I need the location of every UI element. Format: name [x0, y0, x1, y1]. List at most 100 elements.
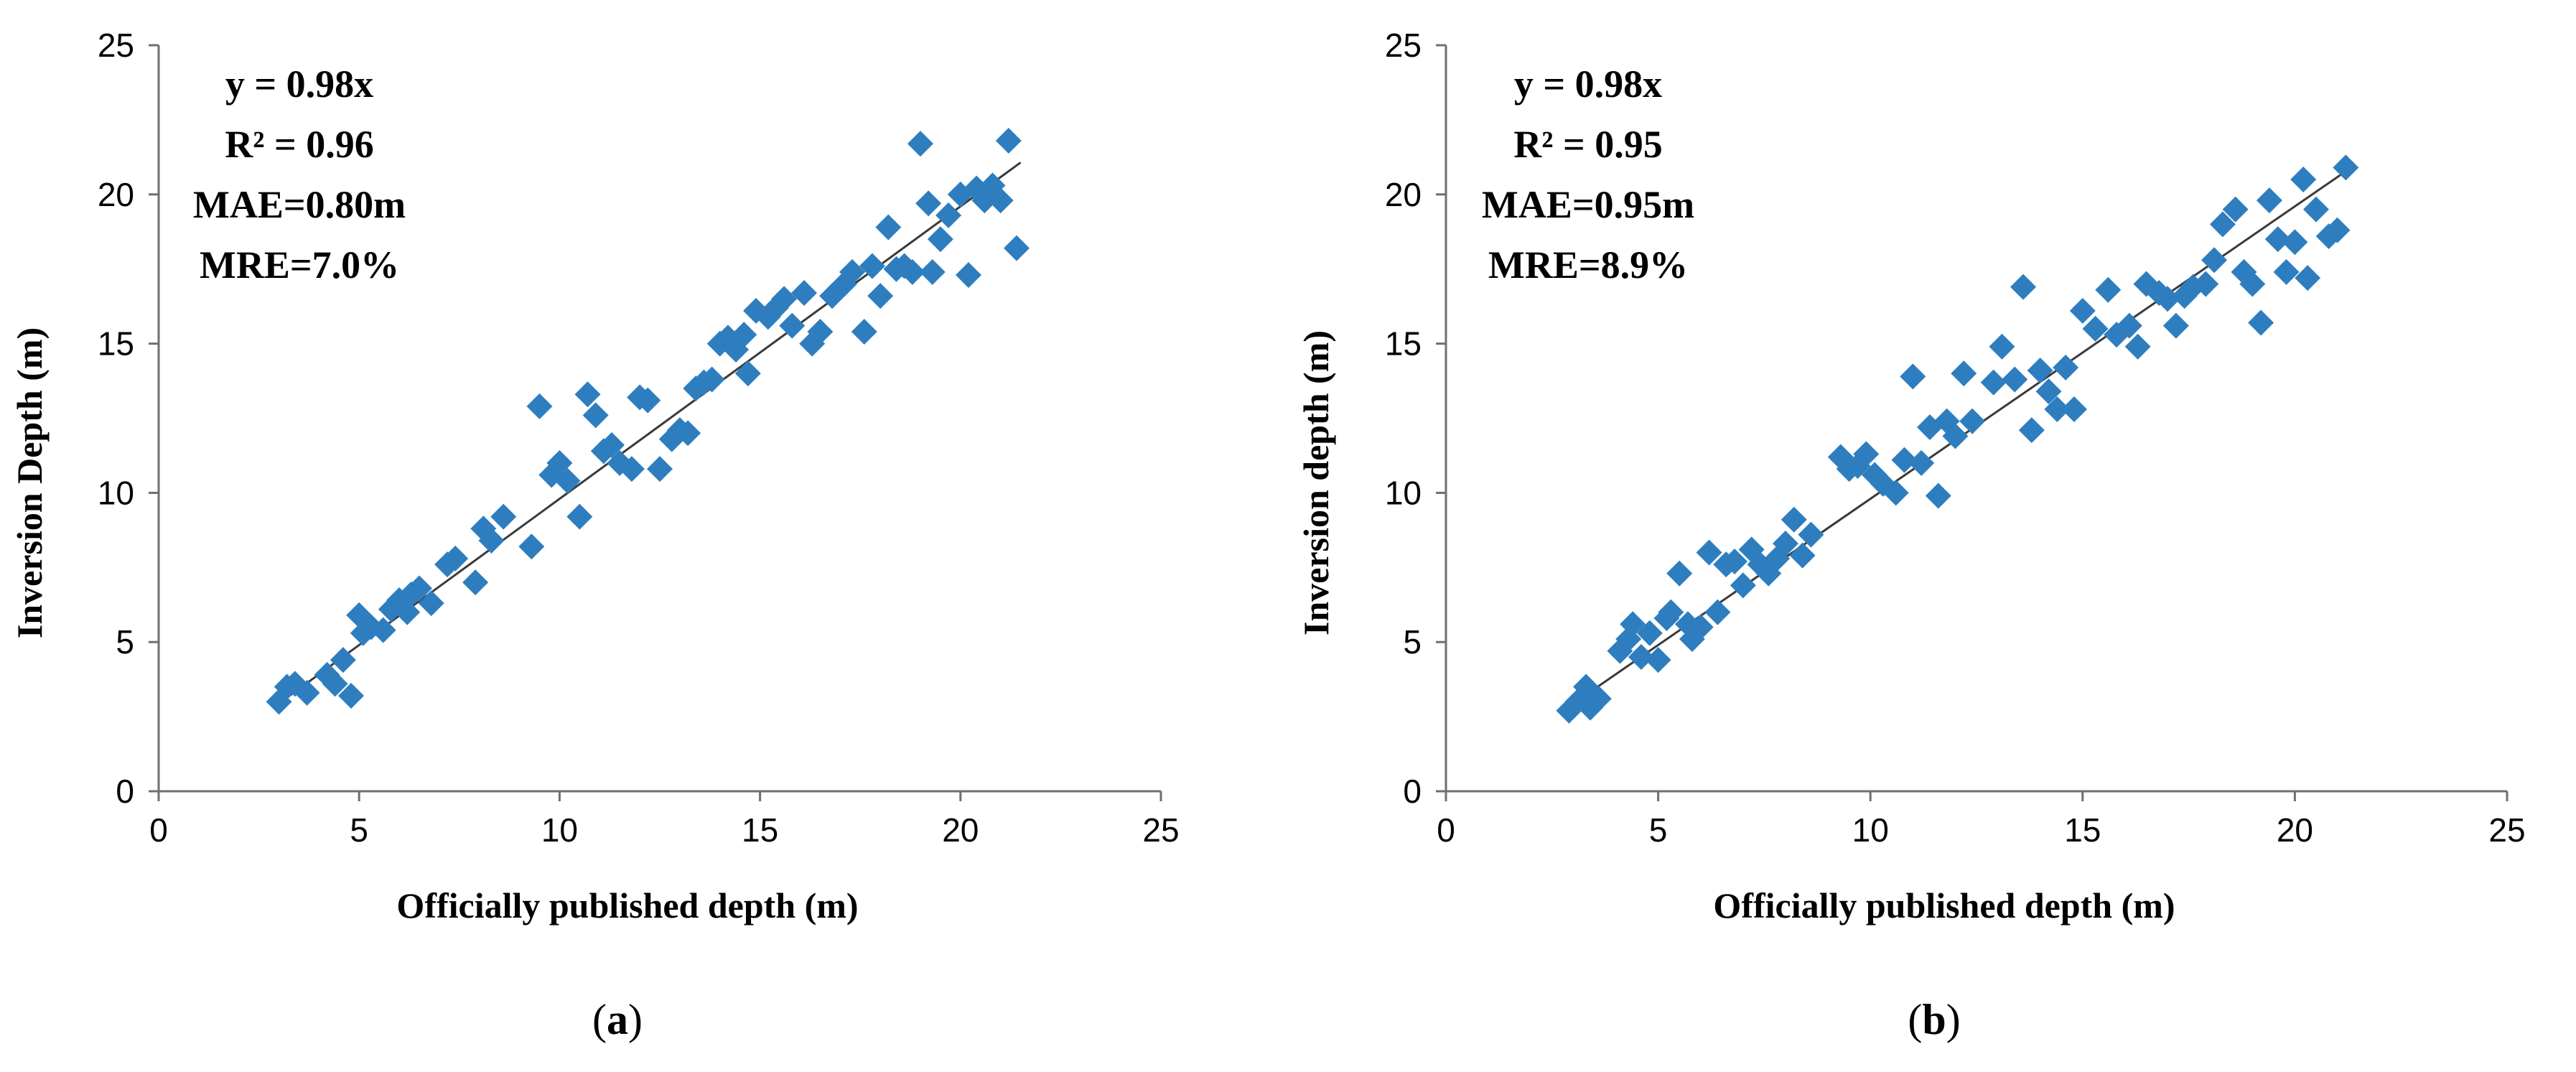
data-point-a: [919, 258, 946, 285]
data-point-a: [518, 533, 545, 560]
data-point-a: [490, 503, 517, 530]
chart-panel-b: 0 5 10 15 20 25 0 5 10 15 20 25 Officially published…: [1296, 27, 2526, 1043]
data-point-a: [851, 318, 877, 345]
data-point-a: [554, 467, 581, 494]
x-tick-label-a: 20: [942, 811, 979, 849]
data-point-a: [1003, 235, 1030, 261]
y-tick-label-b: 20: [1385, 176, 1422, 213]
data-point-b: [1636, 620, 1663, 646]
data-point-b: [1666, 560, 1693, 587]
x-tick-label-b: 15: [2064, 811, 2101, 849]
data-point-a: [867, 283, 894, 309]
data-point-b: [1900, 363, 1926, 390]
data-point-b: [2248, 309, 2274, 336]
data-point-b: [1942, 423, 1969, 449]
data-point-b: [2082, 315, 2109, 342]
y-tick-label-b: 5: [1403, 623, 1422, 661]
data-point-b: [1620, 611, 1646, 638]
y-tick-label-b: 25: [1385, 27, 1422, 64]
data-point-b: [1789, 542, 1816, 569]
data-point-a: [370, 617, 396, 643]
data-point-b: [2333, 154, 2359, 181]
x-tick-label-b: 20: [2277, 811, 2313, 849]
data-point-a: [478, 527, 505, 554]
panel-label-a: (a): [592, 996, 643, 1043]
x-tick-label-b: 25: [2488, 811, 2525, 849]
data-point-a: [807, 318, 834, 345]
data-point-b: [1980, 369, 2007, 396]
data-point-a: [618, 456, 645, 483]
data-point-a: [875, 214, 902, 241]
x-tick-label-b: 5: [1649, 811, 1668, 849]
data-point-b: [1925, 483, 1951, 509]
data-point-a: [322, 671, 348, 697]
data-point-b: [1891, 447, 1918, 473]
data-point-b: [2256, 187, 2282, 214]
y-tick-label-a: 10: [98, 474, 134, 511]
data-point-b: [1772, 531, 1798, 557]
y-tick-label-a: 25: [98, 27, 134, 64]
chart-panel-a: 0 5 10 15 20 25 0 5 10 15 20 25 Officially published…: [9, 27, 1180, 1043]
y-tick-label-b: 15: [1385, 325, 1422, 363]
data-point-b: [1959, 408, 1986, 434]
data-point-a: [859, 253, 885, 279]
data-point-a: [574, 381, 601, 408]
y-tick-label-a: 5: [116, 623, 134, 661]
data-point-a: [598, 432, 625, 458]
stat-annotation-a: MAE=0.80m: [193, 183, 406, 226]
data-point-a: [338, 683, 365, 709]
data-point-a: [699, 366, 725, 393]
data-point-b: [2027, 358, 2053, 384]
data-point-a: [330, 647, 356, 674]
data-point-b: [2095, 276, 2122, 303]
data-point-b: [2239, 271, 2266, 297]
data-point-b: [2018, 417, 2045, 444]
data-point-a: [899, 258, 925, 285]
data-point-b: [1687, 614, 1714, 640]
data-point-a: [462, 569, 489, 596]
data-point-a: [647, 456, 673, 483]
data-point-b: [1628, 643, 1654, 670]
data-point-a: [635, 387, 661, 414]
data-point-a: [294, 679, 320, 706]
data-point-a: [734, 360, 761, 387]
data-point-a: [731, 322, 757, 348]
x-tick-label-a: 0: [149, 811, 168, 849]
y-tick-label-b: 10: [1385, 474, 1422, 511]
y-tick-label-a: 20: [98, 176, 134, 213]
data-point-b: [2295, 265, 2321, 292]
y-axis-title-a: Inversion Depth (m): [9, 327, 50, 638]
data-point-a: [394, 599, 421, 625]
data-point-b: [2273, 258, 2300, 285]
y-tick-label-b: 0: [1403, 773, 1422, 810]
y-tick-label-a: 0: [116, 773, 134, 810]
data-point-a: [839, 258, 866, 285]
data-point-a: [566, 503, 593, 530]
data-point-b: [2035, 378, 2062, 405]
data-point-b: [2044, 396, 2071, 423]
data-point-a: [907, 131, 933, 157]
x-tick-label-a: 15: [742, 811, 778, 849]
data-point-b: [2155, 286, 2181, 312]
data-point-b: [2290, 167, 2317, 193]
data-point-a: [526, 393, 553, 419]
data-point-b: [1798, 521, 1824, 548]
data-point-b: [2002, 366, 2028, 393]
data-point-b: [2069, 297, 2096, 324]
data-point-a: [927, 226, 953, 253]
data-point-b: [1585, 686, 1612, 712]
data-point-b: [2302, 196, 2329, 223]
data-point-a: [779, 312, 806, 339]
data-point-a: [406, 575, 432, 602]
stat-annotation-b: MAE=0.95m: [1482, 183, 1694, 226]
data-point-a: [935, 202, 962, 228]
x-axis-title-a: Officially published depth (m): [396, 885, 858, 926]
stat-annotation-b: MRE=8.9%: [1488, 243, 1688, 286]
data-point-b: [1882, 480, 1909, 506]
data-point-b: [2201, 247, 2228, 274]
x-tick-label-a: 10: [541, 811, 578, 849]
data-point-b: [1704, 599, 1731, 625]
data-point-b: [2162, 312, 2189, 339]
data-point-b: [2116, 312, 2142, 339]
